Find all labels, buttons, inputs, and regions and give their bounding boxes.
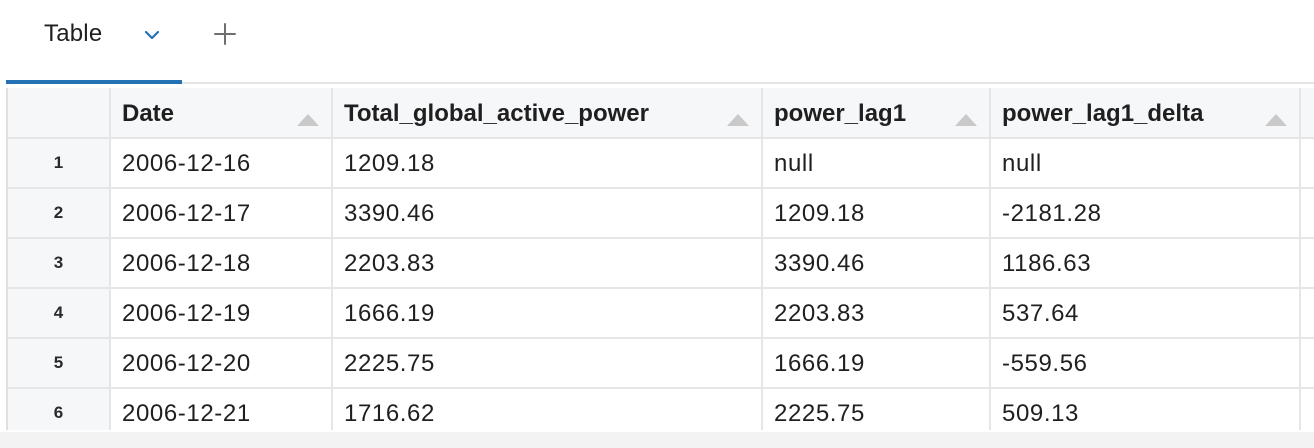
- table-cell[interactable]: 2006-12-20: [110, 338, 333, 389]
- header-filler: [1300, 88, 1314, 139]
- table-row[interactable]: 6 2006-12-21 1716.62 2225.75 509.13: [8, 388, 1314, 430]
- cell-value: 1716.62: [344, 399, 435, 427]
- row-filler: [1300, 238, 1314, 289]
- table-cell[interactable]: 3390.46: [332, 188, 763, 239]
- row-filler: [1300, 188, 1314, 239]
- table-cell[interactable]: 3390.46: [762, 238, 991, 289]
- column-header-total-global-active-power[interactable]: Total_global_active_power: [332, 88, 763, 139]
- cell-value: 1666.19: [344, 299, 435, 327]
- row-filler: [1300, 288, 1314, 339]
- cell-value: 2225.75: [774, 399, 865, 427]
- table-cell[interactable]: 2006-12-21: [110, 388, 333, 430]
- table-cell[interactable]: 2203.83: [332, 238, 763, 289]
- column-header-label: power_lag1: [774, 100, 907, 127]
- table-cell[interactable]: 1209.18: [332, 138, 763, 189]
- row-number: 4: [8, 288, 111, 339]
- table-row[interactable]: 5 2006-12-20 2225.75 1666.19 -559.56: [8, 338, 1314, 389]
- cell-value: null: [1002, 149, 1042, 177]
- table-cell[interactable]: 537.64: [990, 288, 1301, 339]
- table-cell[interactable]: 509.13: [990, 388, 1301, 430]
- table-cell[interactable]: 2006-12-19: [110, 288, 333, 339]
- results-table: Date Total_global_active_power power_lag…: [8, 88, 1314, 430]
- tab-bar: Table: [0, 0, 1314, 84]
- table-cell[interactable]: 1666.19: [762, 338, 991, 389]
- table-cell[interactable]: 1716.62: [332, 388, 763, 430]
- row-filler: [1300, 338, 1314, 389]
- cell-value: 2225.75: [344, 349, 435, 377]
- cell-value: 2203.83: [774, 299, 865, 327]
- row-number: 5: [8, 338, 111, 389]
- cell-value: 2006-12-17: [122, 199, 251, 227]
- cell-value: 3390.46: [774, 249, 865, 277]
- column-header-power-lag1-delta[interactable]: power_lag1_delta: [990, 88, 1301, 139]
- table-cell[interactable]: 2225.75: [332, 338, 763, 389]
- plus-icon[interactable]: [211, 20, 239, 48]
- cell-value: 1666.19: [774, 349, 865, 377]
- table-cell[interactable]: 1186.63: [990, 238, 1301, 289]
- row-number-header: [8, 88, 111, 139]
- cell-value: 2203.83: [344, 249, 435, 277]
- table-row[interactable]: 4 2006-12-19 1666.19 2203.83 537.64: [8, 288, 1314, 339]
- table-row[interactable]: 2 2006-12-17 3390.46 1209.18 -2181.28: [8, 188, 1314, 239]
- cell-value: 537.64: [1002, 299, 1080, 327]
- cell-value: 1209.18: [344, 149, 435, 177]
- active-tab-indicator: [6, 80, 182, 84]
- table-cell[interactable]: null: [990, 138, 1301, 189]
- cell-value: 3390.46: [344, 199, 435, 227]
- row-number: 6: [8, 388, 111, 430]
- table-cell[interactable]: 1209.18: [762, 188, 991, 239]
- sort-triangle-icon[interactable]: [954, 106, 978, 126]
- column-header-label: power_lag1_delta: [1002, 100, 1204, 127]
- cell-value: 1186.63: [1002, 249, 1092, 277]
- table-cell[interactable]: -559.56: [990, 338, 1301, 389]
- tab-bar-divider: [182, 82, 1314, 84]
- horizontal-scrollbar-track[interactable]: [0, 432, 1314, 448]
- table-cell[interactable]: 2006-12-18: [110, 238, 333, 289]
- cell-value: -559.56: [1002, 349, 1088, 377]
- table-cell[interactable]: 2225.75: [762, 388, 991, 430]
- cell-value: 2006-12-19: [122, 299, 251, 327]
- cell-value: 2006-12-16: [122, 149, 251, 177]
- table-cell[interactable]: -2181.28: [990, 188, 1301, 239]
- table-cell[interactable]: 2006-12-17: [110, 188, 333, 239]
- table-cell[interactable]: 2203.83: [762, 288, 991, 339]
- table-cell[interactable]: null: [762, 138, 991, 189]
- table-cell[interactable]: 2006-12-16: [110, 138, 333, 189]
- cell-value: 2006-12-20: [122, 349, 251, 377]
- row-filler: [1300, 388, 1314, 430]
- row-filler: [1300, 138, 1314, 189]
- tab-table[interactable]: Table: [6, 0, 182, 84]
- table-cell[interactable]: 1666.19: [332, 288, 763, 339]
- row-number: 3: [8, 238, 111, 289]
- cell-value: 2006-12-21: [122, 399, 251, 427]
- table-header-row: Date Total_global_active_power power_lag…: [8, 88, 1314, 139]
- column-header-date[interactable]: Date: [110, 88, 333, 139]
- column-header-power-lag1[interactable]: power_lag1: [762, 88, 991, 139]
- row-number: 2: [8, 188, 111, 239]
- cell-value: null: [774, 149, 814, 177]
- results-table-container[interactable]: Date Total_global_active_power power_lag…: [6, 88, 1314, 430]
- row-number: 1: [8, 138, 111, 189]
- sort-triangle-icon[interactable]: [296, 106, 320, 126]
- cell-value: 2006-12-18: [122, 249, 251, 277]
- tab-table-label: Table: [44, 20, 103, 47]
- chevron-down-icon[interactable]: [140, 26, 164, 44]
- cell-value: 1209.18: [774, 199, 865, 227]
- sort-triangle-icon[interactable]: [726, 106, 750, 126]
- cell-value: 509.13: [1002, 399, 1080, 427]
- cell-value: -2181.28: [1002, 199, 1102, 227]
- sort-triangle-icon[interactable]: [1264, 106, 1288, 126]
- table-row[interactable]: 3 2006-12-18 2203.83 3390.46 1186.63: [8, 238, 1314, 289]
- column-header-label: Total_global_active_power: [344, 100, 649, 127]
- table-row[interactable]: 1 2006-12-16 1209.18 null null: [8, 138, 1314, 189]
- column-header-label: Date: [122, 100, 175, 127]
